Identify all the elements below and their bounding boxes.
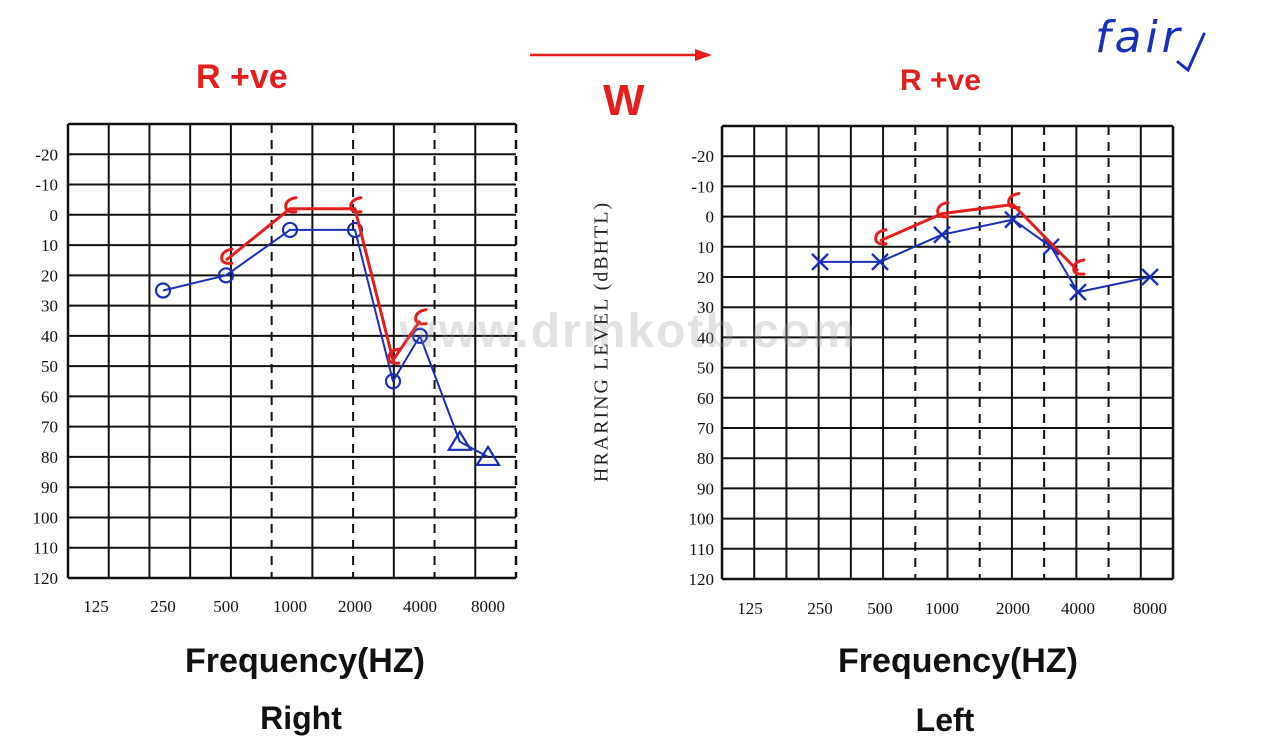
y-tick-label: 70	[41, 418, 58, 437]
data-point-bracket	[349, 196, 363, 214]
left-side-label: Left	[915, 702, 975, 738]
x-tick-label: 125	[83, 597, 109, 616]
y-tick-label: 50	[41, 357, 58, 376]
x-tick-label: 1000	[925, 599, 959, 618]
y-tick-label: 60	[697, 389, 714, 408]
y-tick-label: 50	[697, 359, 714, 378]
bone-conduction-line	[879, 203, 1080, 273]
y-tick-label: 110	[689, 540, 714, 559]
data-point-cross	[1141, 268, 1159, 286]
x-tick-label: 500	[213, 597, 239, 616]
y-tick-label: 20	[41, 266, 58, 285]
handwritten-check-mark	[1176, 32, 1206, 73]
x-tick-label: 500	[867, 599, 893, 618]
data-point-cross	[1069, 283, 1087, 301]
right-ear-audiogram: -20 -10 0 10 20 30 40 50 60 70 80 90 100 110 120 125 250…	[33, 122, 518, 616]
y-tick-label: 0	[50, 206, 59, 225]
left-panel-title: R +ve	[900, 64, 981, 97]
y-tick-label: 20	[697, 268, 714, 287]
y-tick-label: 80	[41, 448, 58, 467]
y-tick-label: 30	[41, 297, 58, 316]
y-tick-label: 110	[33, 539, 58, 558]
y-tick-label: 100	[689, 510, 715, 529]
data-point-bracket	[874, 228, 888, 246]
air-conduction-line	[162, 228, 489, 458]
data-point-cross	[871, 253, 889, 271]
x-tick-label: 125	[737, 599, 763, 618]
arrow-icon	[530, 49, 712, 61]
x-tick-label: 250	[150, 597, 176, 616]
x-tick-label: 8000	[471, 597, 505, 616]
handwritten-note: fair	[1095, 12, 1184, 63]
y-tick-label: 120	[689, 570, 715, 589]
data-point-circle	[154, 282, 172, 299]
data-point-bracket	[1072, 258, 1086, 276]
y-tick-label: 80	[697, 449, 714, 468]
data-point-triangle	[475, 444, 501, 467]
y-tick-label: -20	[35, 145, 58, 164]
x-tick-label: 2000	[996, 599, 1030, 618]
x-tick-label: 1000	[273, 597, 307, 616]
y-axis-label: HRARING LEVEL (dBHTL)	[590, 200, 613, 483]
right-panel-title: R +ve	[196, 58, 288, 96]
x-tick-label: 8000	[1133, 599, 1167, 618]
x-tick-label: 4000	[403, 597, 437, 616]
y-tick-label: -10	[35, 176, 58, 195]
data-point-triangle	[446, 429, 473, 451]
left-panel-xlabel: Frequency(HZ)	[838, 642, 1078, 680]
data-point-circle	[346, 221, 364, 239]
y-tick-label: 120	[33, 569, 59, 588]
data-point-bracket	[220, 247, 234, 265]
y-tick-label: 0	[706, 208, 715, 227]
x-tick-label: 2000	[338, 597, 372, 616]
right-panel-xlabel: Frequency(HZ)	[185, 642, 425, 680]
y-tick-label: 10	[41, 236, 58, 255]
left-ear-audiogram: -20 -10 0 10 20 30 40 50 60 70 80 90 100 110 120 125 250…	[689, 124, 1175, 618]
y-tick-label: 40	[41, 327, 58, 346]
y-tick-label: 10	[697, 238, 714, 257]
data-point-cross	[1004, 210, 1022, 229]
air-conduction-line	[820, 218, 1151, 294]
data-point-bracket	[284, 196, 298, 214]
x-tick-label: 4000	[1061, 599, 1095, 618]
data-point-bracket	[414, 308, 428, 326]
data-point-cross	[1042, 237, 1060, 256]
x-tick-label: 250	[807, 599, 833, 618]
data-point-bracket	[936, 201, 950, 219]
data-point-circle	[217, 267, 235, 284]
data-point-bracket	[1007, 192, 1021, 210]
data-point-bracket	[387, 347, 401, 365]
watermark: www.drmkotb.com	[399, 305, 857, 358]
data-point-circle	[384, 373, 402, 390]
y-tick-label: 40	[697, 328, 714, 347]
data-point-circle	[281, 221, 299, 239]
y-tick-label: 100	[33, 508, 59, 527]
arrow-label: W	[603, 76, 645, 125]
y-tick-label: 90	[41, 478, 58, 497]
bone-conduction-line	[225, 207, 422, 362]
y-tick-label: 90	[697, 479, 714, 498]
data-point-circle	[411, 327, 429, 344]
y-tick-label: 30	[697, 298, 714, 317]
y-tick-label: -20	[691, 147, 714, 166]
right-side-label: Right	[260, 700, 342, 736]
y-tick-label: -10	[691, 177, 714, 196]
y-tick-label: 70	[697, 419, 714, 438]
data-point-cross	[811, 253, 829, 271]
y-tick-label: 60	[41, 387, 58, 406]
data-point-cross	[933, 225, 951, 244]
